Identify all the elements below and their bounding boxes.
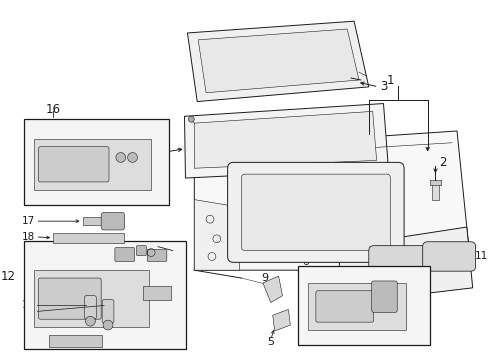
Text: 14: 14: [22, 301, 36, 310]
Text: 16: 16: [45, 103, 61, 116]
Bar: [53, 233, 123, 243]
FancyBboxPatch shape: [315, 291, 373, 322]
Text: 5: 5: [267, 337, 274, 347]
Polygon shape: [194, 131, 468, 270]
Circle shape: [103, 320, 113, 330]
Polygon shape: [339, 227, 472, 302]
Bar: [24, 241, 186, 348]
Circle shape: [188, 116, 194, 122]
Circle shape: [85, 316, 95, 326]
FancyBboxPatch shape: [39, 147, 109, 182]
Text: 17: 17: [22, 216, 35, 226]
Polygon shape: [263, 276, 282, 302]
Polygon shape: [198, 29, 358, 93]
Polygon shape: [194, 199, 241, 270]
Bar: [143, 286, 170, 300]
Polygon shape: [184, 104, 387, 178]
Text: 8: 8: [341, 324, 348, 334]
FancyBboxPatch shape: [371, 281, 396, 312]
FancyBboxPatch shape: [147, 249, 166, 261]
FancyBboxPatch shape: [422, 242, 475, 271]
FancyBboxPatch shape: [101, 212, 124, 230]
Text: 10: 10: [386, 271, 399, 281]
Text: 4: 4: [152, 146, 160, 159]
Bar: [34, 139, 151, 190]
Circle shape: [116, 153, 125, 162]
Bar: [307, 283, 405, 330]
Bar: [82, 217, 104, 225]
Text: 11: 11: [474, 252, 487, 261]
Text: 12: 12: [1, 270, 16, 283]
Text: 9: 9: [261, 273, 268, 283]
Polygon shape: [194, 111, 376, 168]
Text: 6: 6: [302, 257, 308, 267]
Text: 2: 2: [439, 156, 446, 169]
Text: 1: 1: [386, 73, 393, 86]
Bar: [428, 180, 441, 185]
Bar: [24, 119, 168, 206]
Text: 3: 3: [380, 80, 387, 93]
Polygon shape: [315, 307, 333, 329]
FancyBboxPatch shape: [39, 278, 101, 319]
FancyBboxPatch shape: [241, 174, 389, 251]
FancyBboxPatch shape: [115, 248, 134, 261]
FancyBboxPatch shape: [136, 246, 146, 256]
Text: 15: 15: [168, 288, 182, 298]
Text: 18: 18: [22, 232, 35, 242]
Bar: [294, 188, 335, 211]
Polygon shape: [272, 309, 290, 331]
FancyBboxPatch shape: [368, 246, 428, 273]
Text: 13: 13: [26, 338, 40, 348]
Bar: [430, 182, 439, 199]
Bar: [34, 270, 149, 327]
Bar: [49, 335, 102, 347]
Text: 7: 7: [356, 268, 363, 278]
FancyBboxPatch shape: [102, 300, 114, 323]
Circle shape: [127, 153, 137, 162]
FancyBboxPatch shape: [84, 296, 96, 319]
Bar: [298, 266, 428, 345]
Polygon shape: [187, 21, 368, 102]
FancyBboxPatch shape: [227, 162, 403, 262]
